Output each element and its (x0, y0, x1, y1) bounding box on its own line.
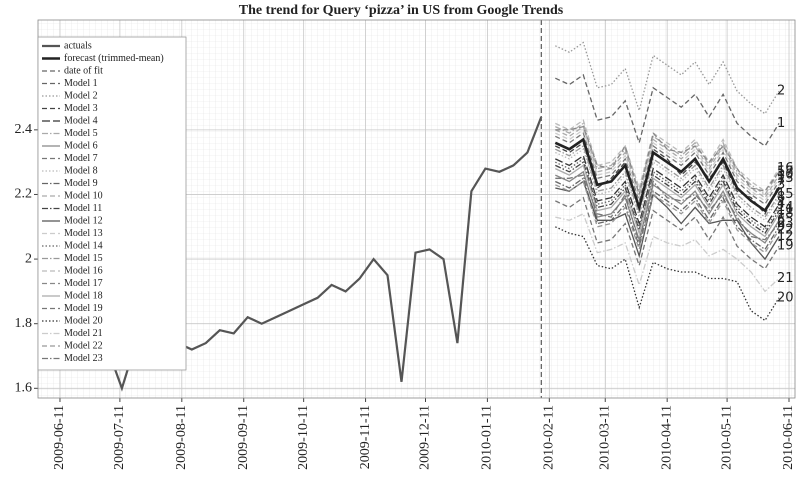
model-end-label: 1 (777, 116, 785, 131)
forecast-line (554, 137, 781, 213)
x-tick-label: 2009-10-11 (296, 405, 311, 470)
model-end-label: 18 (777, 206, 794, 221)
model-line (555, 132, 780, 206)
model-end-label: 22 (777, 223, 794, 238)
model-line (555, 157, 780, 231)
model-end-label: 13 (777, 171, 794, 186)
legend-label: date of fit (64, 65, 103, 76)
model-line (555, 177, 780, 251)
model-end-label: 8 (777, 190, 785, 205)
legend-label: Model 2 (64, 90, 98, 101)
model-line (555, 161, 780, 235)
legend-label: Model 18 (64, 290, 103, 301)
x-tick-label: 2009-08-11 (174, 405, 189, 470)
model-line (555, 180, 780, 254)
model-end-label: 14 (777, 200, 794, 215)
model-end-label: 21 (777, 271, 794, 286)
legend-label: Model 16 (64, 265, 103, 276)
model-line (555, 148, 780, 222)
legend-label: Model 10 (64, 190, 103, 201)
legend-label: Model 13 (64, 228, 103, 239)
model-line (555, 119, 780, 193)
x-tick-label: 2010-04-11 (659, 405, 674, 470)
model-end-label: 15 (777, 187, 794, 202)
legend-label: Model 6 (64, 140, 98, 151)
legend-label: Model 4 (64, 115, 98, 126)
y-tick-label: 2.2 (15, 187, 33, 202)
legend-label: Model 23 (64, 353, 103, 364)
x-tick-label: 2010-06-11 (781, 405, 796, 470)
legend-label: Model 1 (64, 78, 98, 89)
model-line (555, 170, 780, 244)
model-line (555, 125, 780, 199)
y-tick-label: 2.4 (15, 122, 33, 137)
legend-label: Model 14 (64, 240, 103, 251)
axes: 1.6 1.8 2 2.2 2.4 2009-06-11 2009-07-11 2009-08… (15, 19, 796, 470)
legend-label: Model 11 (64, 203, 102, 214)
legend-label: Model 12 (64, 215, 103, 226)
model-end-label: 20 (777, 290, 794, 305)
model-line (555, 164, 780, 238)
model-end-label: 4 (777, 197, 785, 212)
model-end-label: 3 (777, 177, 785, 192)
legend-label: Model 20 (64, 315, 103, 326)
legend-label: forecast (trimmed-mean) (64, 53, 164, 64)
model-end-label: 6 (777, 213, 785, 228)
chart-title: The trend for Query ‘pizza’ in US from G… (239, 3, 564, 18)
model-end-label: 16 (777, 161, 794, 176)
model-end-label: 10 (777, 168, 794, 183)
model-line (555, 128, 780, 202)
model-end-label: 11 (777, 203, 794, 218)
legend-label: Model 15 (64, 253, 103, 264)
legend-label: Model 7 (64, 153, 98, 164)
model-line (555, 73, 780, 147)
x-tick-label: 2010-05-11 (719, 405, 734, 470)
model-line (555, 212, 780, 293)
model-line (555, 41, 780, 115)
x-tick-label: 2009-09-11 (236, 405, 251, 470)
x-tick-label: 2009-12-11 (418, 405, 433, 470)
model-end-label: 7 (777, 174, 785, 189)
y-tick-label: 1.6 (15, 381, 33, 396)
legend-label: Model 17 (64, 278, 103, 289)
x-tick-label: 2010-02-11 (542, 405, 557, 470)
model-end-label: 5 (777, 164, 785, 179)
x-tick-label: 2010-01-11 (480, 405, 495, 470)
model-line (555, 144, 780, 219)
model-end-label: 17 (777, 164, 794, 179)
model-line (555, 174, 780, 246)
legend-label: Model 22 (64, 340, 103, 351)
legend-label: Model 9 (64, 178, 98, 189)
model-end-label: 9 (777, 219, 785, 234)
x-tick-label: 2009-07-11 (112, 405, 127, 470)
model-line (555, 180, 780, 261)
model-line (555, 196, 780, 270)
model-end-label: 19 (777, 239, 794, 254)
model-end-label: 2 (777, 84, 785, 99)
x-tick-label: 2010-03-11 (597, 405, 612, 470)
x-tick-label: 2009-06-11 (52, 405, 67, 470)
lines (106, 20, 781, 398)
legend-label: Model 5 (64, 128, 98, 139)
legend-label: Model 19 (64, 303, 103, 314)
model-line (555, 154, 780, 228)
model-line (555, 125, 780, 195)
legend-box (37, 36, 187, 371)
y-tick-label: 1.8 (15, 316, 33, 331)
legend: actuals forecast (trimmed-mean)date of fi… (37, 36, 187, 371)
legend-label: Model 21 (64, 328, 103, 339)
legend-label: actuals (64, 40, 92, 51)
x-tick-label: 2009-11-11 (358, 405, 373, 469)
model-end-label: 23 (777, 216, 794, 231)
model-end-label: 12 (777, 229, 794, 244)
legend-label: Model 8 (64, 165, 98, 176)
y-tick-label: 2 (25, 251, 32, 266)
legend-label: Model 3 (64, 103, 98, 114)
